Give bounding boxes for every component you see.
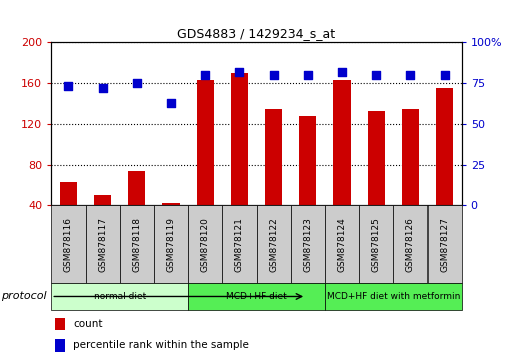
Bar	[128, 171, 145, 246]
Text: GSM878117: GSM878117	[98, 217, 107, 272]
Text: GSM878125: GSM878125	[372, 217, 381, 272]
Bar	[188, 283, 325, 310]
Bar	[265, 109, 282, 246]
Text: GSM878126: GSM878126	[406, 217, 415, 272]
Text: GSM878118: GSM878118	[132, 217, 141, 272]
Text: percentile rank within the sample: percentile rank within the sample	[73, 340, 249, 350]
Point	[133, 80, 141, 86]
Bar	[154, 205, 188, 283]
Text: GSM878123: GSM878123	[303, 217, 312, 272]
Point	[167, 100, 175, 105]
Bar	[94, 195, 111, 246]
Bar	[55, 339, 65, 352]
Title: GDS4883 / 1429234_s_at: GDS4883 / 1429234_s_at	[177, 27, 336, 40]
Text: MCD+HF diet: MCD+HF diet	[226, 292, 287, 301]
Bar	[393, 205, 427, 283]
Bar	[427, 205, 462, 283]
Text: GSM878120: GSM878120	[201, 217, 210, 272]
Text: GSM878127: GSM878127	[440, 217, 449, 272]
Text: normal diet: normal diet	[93, 292, 146, 301]
Bar	[436, 88, 453, 246]
Text: GSM878122: GSM878122	[269, 217, 278, 272]
Bar	[231, 73, 248, 246]
Bar	[120, 205, 154, 283]
Bar	[402, 109, 419, 246]
Bar	[188, 205, 222, 283]
Text: GSM878119: GSM878119	[167, 217, 175, 272]
Point	[441, 72, 449, 78]
Bar	[325, 283, 462, 310]
Bar	[196, 80, 214, 246]
Point	[338, 69, 346, 75]
Bar	[325, 205, 359, 283]
Bar	[359, 205, 393, 283]
Bar	[222, 205, 256, 283]
Bar	[55, 318, 65, 330]
Bar	[86, 205, 120, 283]
Point	[406, 72, 415, 78]
Text: GSM878121: GSM878121	[235, 217, 244, 272]
Point	[304, 72, 312, 78]
Point	[201, 72, 209, 78]
Bar	[51, 283, 188, 310]
Text: GSM878124: GSM878124	[338, 217, 346, 272]
Point	[235, 69, 244, 75]
Point	[64, 84, 72, 89]
Bar	[299, 116, 317, 246]
Text: count: count	[73, 319, 103, 329]
Bar	[256, 205, 291, 283]
Text: GSM878116: GSM878116	[64, 217, 73, 272]
Point	[269, 72, 278, 78]
Point	[98, 85, 107, 91]
Text: protocol: protocol	[1, 291, 46, 302]
Text: MCD+HF diet with metformin: MCD+HF diet with metformin	[327, 292, 460, 301]
Bar	[51, 205, 86, 283]
Bar	[60, 182, 77, 246]
Bar	[333, 80, 350, 246]
Bar	[368, 111, 385, 246]
Point	[372, 72, 380, 78]
Bar	[163, 203, 180, 246]
Bar	[291, 205, 325, 283]
